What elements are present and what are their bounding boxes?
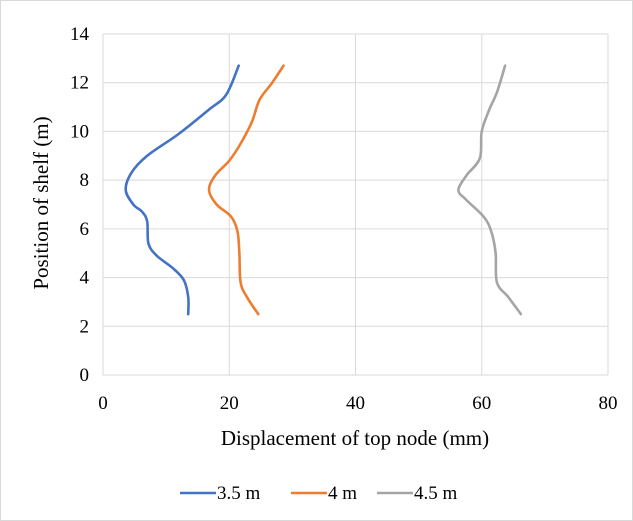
legend-label: 4 m <box>328 483 357 504</box>
x-tick-label: 60 <box>472 393 491 414</box>
series-line-3 <box>457 64 523 316</box>
y-tick-label: 0 <box>80 365 90 386</box>
x-tick-label: 40 <box>346 393 365 414</box>
y-tick-label: 8 <box>80 170 90 191</box>
legend: 3.5 m 4 m 4.5 m <box>180 483 458 504</box>
x-tick-label: 80 <box>599 393 618 414</box>
gridlines <box>102 33 609 376</box>
series-line-2 <box>207 64 285 316</box>
legend-label: 3.5 m <box>217 483 261 504</box>
y-tick-label: 14 <box>70 24 90 45</box>
x-axis-title: Displacement of top node (mm) <box>221 426 489 450</box>
y-tick-label: 2 <box>80 316 90 337</box>
series-lines <box>124 64 523 316</box>
y-tick-label: 4 <box>80 268 90 289</box>
series-line-1 <box>124 64 241 316</box>
y-tick-label: 10 <box>70 121 89 142</box>
y-tick-label: 12 <box>70 73 89 94</box>
x-tick-label: 20 <box>220 393 239 414</box>
tick-labels: 0 2 4 6 8 10 12 14 0 20 40 60 80 <box>70 24 618 414</box>
y-tick-label: 6 <box>80 219 90 240</box>
legend-label: 4.5 m <box>414 483 458 504</box>
x-tick-label: 0 <box>98 393 108 414</box>
y-axis-title: Position of shelf (m) <box>29 116 53 289</box>
